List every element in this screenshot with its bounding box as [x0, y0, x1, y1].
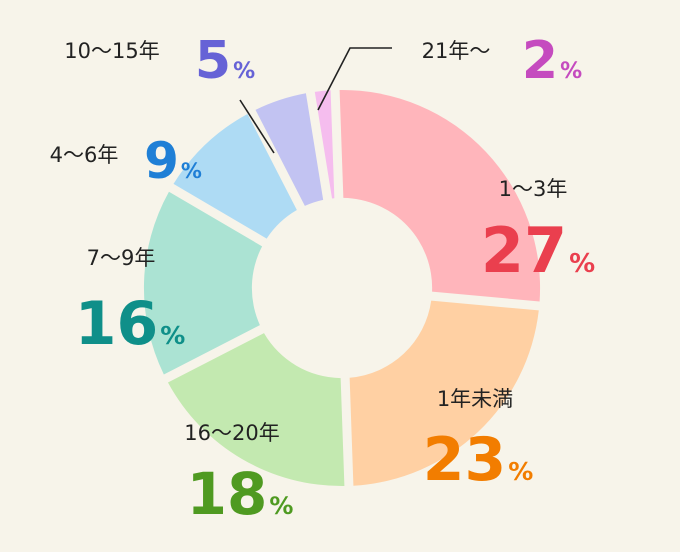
slice-percent-value: 16 — [75, 289, 159, 359]
slice-percent-unit: % — [269, 492, 293, 520]
slice-percent-value: 5 — [195, 31, 231, 91]
slice-category-label: 1〜3年 — [499, 177, 568, 201]
leader-line — [317, 47, 392, 111]
slice-percent-unit: % — [160, 321, 185, 350]
donut-slice — [143, 191, 263, 375]
donut-slice — [339, 89, 541, 302]
slice-percent-label: 18% — [187, 460, 294, 528]
slice-percent-value: 9 — [144, 132, 179, 190]
slice-percent-label: 16% — [75, 289, 186, 359]
slice-percent-unit: % — [569, 249, 595, 279]
slice-category-label: 4〜6年 — [50, 143, 119, 167]
donut-slice — [349, 300, 539, 486]
donut-slice — [255, 93, 324, 206]
slice-percent-value: 23 — [423, 425, 507, 495]
slice-percent-value: 18 — [187, 460, 268, 528]
slice-category-label: 21年〜 — [422, 39, 491, 63]
slice-category-label: 10〜15年 — [64, 39, 159, 63]
slice-percent-value: 27 — [481, 214, 567, 287]
slice-category-label: 16〜20年 — [184, 421, 279, 445]
slice-percent-unit: % — [233, 59, 255, 84]
donut-slice — [167, 333, 345, 487]
slice-percent-value: 2 — [522, 31, 558, 91]
slice-percent-unit: % — [560, 59, 582, 84]
slice-category-label: 1年未満 — [437, 387, 513, 411]
slice-percent-label: 5% — [195, 31, 255, 91]
slice-percent-label: 27% — [481, 214, 595, 287]
donut-slice — [173, 113, 297, 239]
slice-percent-label: 23% — [423, 425, 534, 495]
donut-slices — [143, 89, 541, 487]
slice-percent-label: 2% — [522, 31, 582, 91]
slice-category-label: 7〜9年 — [87, 246, 156, 270]
leader-line — [239, 99, 275, 154]
donut-slice — [314, 90, 335, 199]
slice-percent-unit: % — [181, 159, 202, 183]
slice-percent-unit: % — [508, 457, 533, 486]
slice-percent-label: 9% — [144, 132, 202, 190]
